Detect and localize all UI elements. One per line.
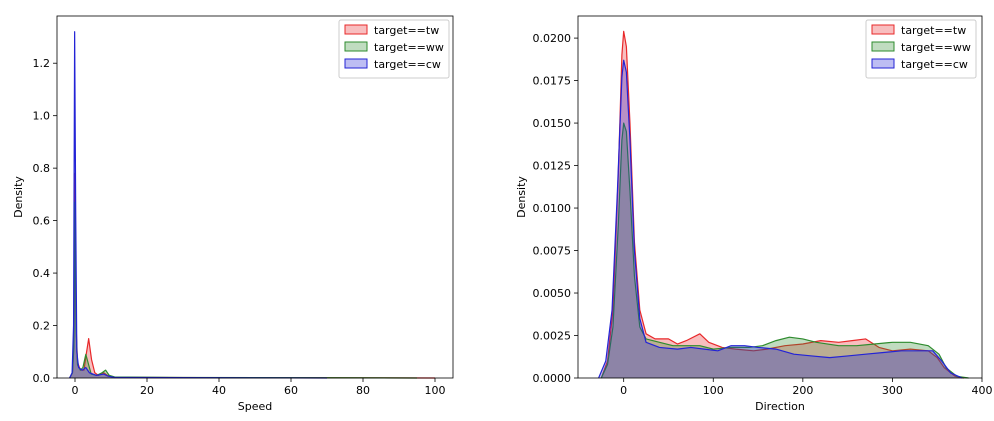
direction-y-tick-label: 0.0025 [533,330,572,343]
speed-y-tick-label: 0.2 [33,320,51,333]
speed-legend-label-ww: target==ww [374,41,444,54]
direction-legend-label-tw: target==tw [901,24,966,37]
direction-x-tick-label: 100 [703,384,724,397]
direction-y-tick-label: 0.0125 [533,160,572,173]
speed-x-tick-label: 100 [425,384,446,397]
speed-plot-frame [56,15,454,379]
speed-line-cw [69,31,328,379]
speed-legend-swatch-tw [344,24,368,35]
direction-line-cw [598,59,963,379]
direction-x-tick-label: 300 [882,384,903,397]
speed-y-tick-label: 1.2 [33,57,51,70]
speed-y-tick-label: 0.8 [33,162,51,175]
direction-x-axis-ticks: 0 100 200 300 400 [620,378,993,397]
speed-y-tick-label: 0.6 [33,215,51,228]
direction-legend-label-ww: target==ww [901,41,971,54]
speed-legend-label-tw: target==tw [374,24,439,37]
direction-legend: target==tw target==ww target==cw [865,19,977,79]
speed-y-axis-ticks: 0.0 0.2 0.4 0.6 0.8 1.0 1.2 [33,57,57,385]
direction-y-tick-label: 0.0050 [533,287,572,300]
direction-line-ww [600,122,969,379]
speed-x-axis-label: Speed [238,400,272,413]
speed-x-axis-ticks: 0 20 40 60 80 100 [72,378,446,397]
speed-density-areas [69,31,436,379]
direction-y-tick-label: 0.0175 [533,75,572,88]
speed-legend-swatch-cw [344,58,368,69]
direction-y-tick-label: 0.0100 [533,202,572,215]
speed-x-tick-label: 80 [356,384,370,397]
direction-legend-swatch-ww [871,41,895,52]
direction-y-tick-label: 0.0000 [533,372,572,385]
direction-x-tick-label: 200 [792,384,813,397]
direction-density-chart: 0 100 200 300 400 0.00000.00250.00500.00750.… [515,15,993,413]
speed-y-tick-label: 0.4 [33,267,51,280]
direction-x-tick-label: 0 [620,384,627,397]
direction-legend-swatch-cw [871,58,895,69]
direction-y-tick-label: 0.0075 [533,245,572,258]
speed-x-tick-label: 60 [284,384,298,397]
speed-x-tick-label: 40 [212,384,226,397]
direction-y-axis-ticks: 0.0000 0.0025 0.0050 0.0075 0.0100 0.0125 0.01… [533,32,578,385]
direction-line-tw [600,30,965,379]
direction-area-ww [601,123,969,378]
direction-y-tick-label: 0.0200 [533,32,572,45]
speed-legend-swatch-ww [344,41,368,52]
direction-legend-swatch-tw [871,24,895,35]
direction-y-tick-label: 0.0150 [533,117,572,130]
direction-y-axis-label: Density [515,176,528,218]
direction-area-tw [601,31,965,379]
speed-x-tick-label: 0 [72,384,79,397]
speed-legend: target==tw target==ww target==cw [338,19,450,79]
direction-x-axis-label: Direction [755,400,805,413]
speed-x-tick-label: 20 [140,384,154,397]
direction-legend-label-cw: target==cw [901,58,968,71]
speed-y-tick-label: 0.0 [33,372,51,385]
direction-area-cw [598,60,963,378]
speed-y-tick-label: 1.0 [33,110,51,123]
direction-density-areas [598,30,969,379]
direction-plot-frame [577,15,983,379]
speed-y-axis-label: Density [12,176,25,218]
direction-x-tick-label: 400 [972,384,993,397]
speed-legend-label-cw: target==cw [374,58,441,71]
speed-density-chart: 0 20 40 60 80 100 0.0 0.2 0.4 0.6 0.8 1.0 1.2 Speed… [12,15,454,413]
